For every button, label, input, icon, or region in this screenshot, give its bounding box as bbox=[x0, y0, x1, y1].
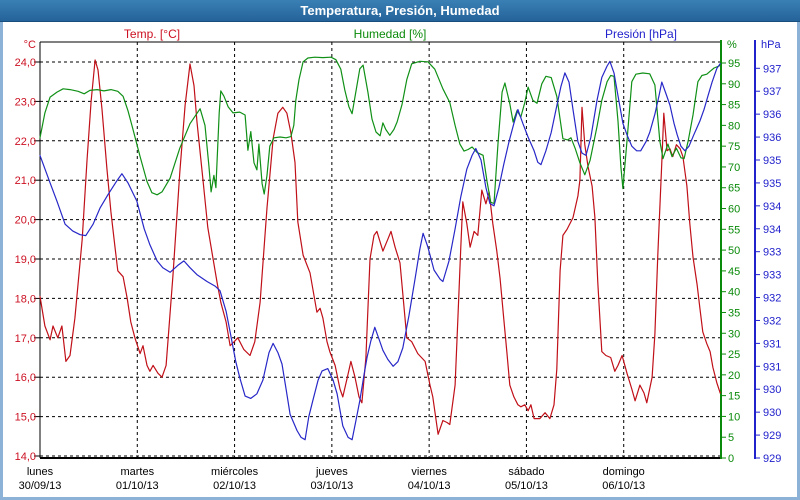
humidity-tick-label: 10 bbox=[728, 411, 740, 423]
pressure-tick-label: 935 bbox=[763, 178, 781, 190]
day-date-label: 03/10/13 bbox=[310, 480, 353, 492]
pressure-tick-label: 936 bbox=[763, 132, 781, 144]
legend-pressure-label: Presión [hPa] bbox=[604, 27, 678, 41]
humidity-tick-label: 25 bbox=[728, 349, 740, 361]
pressure-tick-label: 931 bbox=[763, 361, 781, 373]
humidity-tick-label: 20 bbox=[728, 370, 740, 382]
humidity-tick-label: 70 bbox=[728, 162, 740, 174]
day-date-label: 05/10/13 bbox=[505, 480, 548, 492]
temp-tick-label: 14,0 bbox=[15, 451, 36, 463]
day-weekday-label: sábado bbox=[508, 466, 544, 478]
pressure-tick-label: 936 bbox=[763, 109, 781, 121]
pressure-tick-label: 929 bbox=[763, 430, 781, 442]
humidity-tick-label: 65 bbox=[728, 183, 740, 195]
temp-tick-label: 15,0 bbox=[15, 412, 36, 424]
temp-tick-label: 16,0 bbox=[15, 372, 36, 384]
legend-temp-label: Temp. [°C] bbox=[123, 27, 181, 41]
series-line-pressure bbox=[39, 60, 721, 441]
legend-humidity-label: Humedad [%] bbox=[353, 27, 427, 41]
pressure-tick-label: 933 bbox=[763, 270, 781, 282]
humidity-tick-label: 35 bbox=[728, 307, 740, 319]
humidity-tick-label: 0 bbox=[728, 453, 734, 465]
pressure-tick-label: 935 bbox=[763, 155, 781, 167]
day-date-label: 04/10/13 bbox=[408, 480, 451, 492]
humidity-tick-label: 50 bbox=[728, 245, 740, 257]
day-date-label: 30/09/13 bbox=[19, 480, 62, 492]
humidity-tick-label: 75 bbox=[728, 141, 740, 153]
day-weekday-label: viernes bbox=[411, 466, 447, 478]
day-date-label: 06/10/13 bbox=[602, 480, 645, 492]
series-line-humidity bbox=[39, 56, 721, 205]
pressure-tick-label: 934 bbox=[763, 201, 781, 213]
day-weekday-label: jueves bbox=[315, 466, 348, 478]
pressure-axis-unit: hPa bbox=[761, 39, 781, 51]
pressure-tick-label: 937 bbox=[763, 63, 781, 75]
temp-tick-label: 24,0 bbox=[15, 57, 36, 69]
pressure-tick-label: 934 bbox=[763, 224, 781, 236]
temp-tick-label: 23,0 bbox=[15, 96, 36, 108]
humidity-tick-label: 80 bbox=[728, 120, 740, 132]
temp-tick-label: 17,0 bbox=[15, 333, 36, 345]
day-date-label: 02/10/13 bbox=[213, 480, 256, 492]
temp-tick-label: 18,0 bbox=[15, 293, 36, 305]
humidity-tick-label: 40 bbox=[728, 287, 740, 299]
temp-tick-label: 22,0 bbox=[15, 136, 36, 148]
humidity-tick-label: 5 bbox=[728, 432, 734, 444]
humidity-tick-label: 45 bbox=[728, 266, 740, 278]
day-weekday-label: miércoles bbox=[211, 466, 259, 478]
pressure-tick-label: 931 bbox=[763, 338, 781, 350]
pressure-tick-label: 932 bbox=[763, 315, 781, 327]
pressure-tick-label: 929 bbox=[763, 453, 781, 465]
pressure-tick-label: 932 bbox=[763, 293, 781, 305]
humidity-tick-label: 15 bbox=[728, 391, 740, 403]
temp-axis-unit: °C bbox=[23, 39, 36, 51]
humidity-tick-label: 90 bbox=[728, 79, 740, 91]
series-line-temp bbox=[39, 59, 721, 435]
temp-tick-label: 21,0 bbox=[15, 175, 36, 187]
day-weekday-label: domingo bbox=[603, 466, 645, 478]
pressure-tick-label: 937 bbox=[763, 86, 781, 98]
title-bar: Temperatura, Presión, Humedad bbox=[0, 0, 800, 22]
humidity-tick-label: 30 bbox=[728, 328, 740, 340]
window-title: Temperatura, Presión, Humedad bbox=[300, 3, 500, 18]
humidity-tick-label: 95 bbox=[728, 58, 740, 70]
humidity-tick-label: 55 bbox=[728, 224, 740, 236]
humidity-tick-label: 85 bbox=[728, 100, 740, 112]
pressure-tick-label: 933 bbox=[763, 247, 781, 259]
pressure-tick-label: 930 bbox=[763, 407, 781, 419]
day-weekday-label: martes bbox=[120, 466, 154, 478]
humidity-axis-unit: % bbox=[727, 39, 737, 51]
temp-tick-label: 19,0 bbox=[15, 254, 36, 266]
pressure-tick-label: 930 bbox=[763, 384, 781, 396]
temp-tick-label: 20,0 bbox=[15, 215, 36, 227]
day-weekday-label: lunes bbox=[27, 466, 54, 478]
day-date-label: 01/10/13 bbox=[116, 480, 159, 492]
humidity-tick-label: 60 bbox=[728, 204, 740, 216]
